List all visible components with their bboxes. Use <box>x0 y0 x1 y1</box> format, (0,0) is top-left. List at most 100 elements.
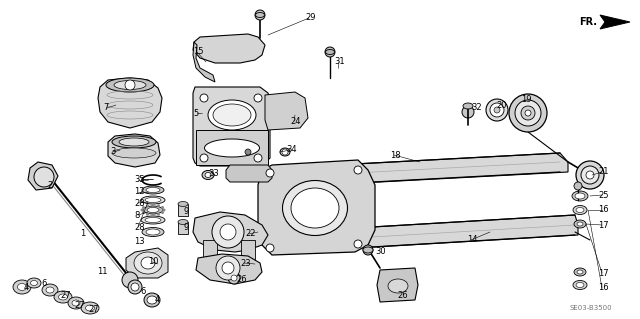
Ellipse shape <box>31 280 38 286</box>
Text: 31: 31 <box>334 57 344 66</box>
Ellipse shape <box>205 139 259 157</box>
Circle shape <box>157 204 160 207</box>
Ellipse shape <box>573 205 587 214</box>
Ellipse shape <box>576 283 584 287</box>
Ellipse shape <box>145 218 161 222</box>
Text: 27: 27 <box>60 291 70 300</box>
Circle shape <box>266 244 274 252</box>
Text: FR.: FR. <box>579 17 597 27</box>
Circle shape <box>255 10 265 20</box>
Polygon shape <box>178 222 188 234</box>
Polygon shape <box>226 165 272 182</box>
Text: 32: 32 <box>471 103 482 113</box>
Ellipse shape <box>525 110 531 116</box>
Polygon shape <box>98 78 162 128</box>
Ellipse shape <box>574 268 586 276</box>
Circle shape <box>228 272 240 284</box>
Text: 4: 4 <box>24 283 29 292</box>
Text: SE03-B3500: SE03-B3500 <box>570 305 612 311</box>
Ellipse shape <box>574 220 586 228</box>
Ellipse shape <box>42 284 58 296</box>
Circle shape <box>131 283 139 291</box>
Ellipse shape <box>72 300 80 306</box>
Circle shape <box>282 149 288 155</box>
Text: 13: 13 <box>134 236 145 246</box>
Ellipse shape <box>494 107 500 113</box>
Circle shape <box>142 206 145 209</box>
Text: 18: 18 <box>390 151 401 160</box>
Polygon shape <box>350 215 578 248</box>
Circle shape <box>222 262 234 274</box>
Text: 26: 26 <box>236 275 246 284</box>
Text: 16: 16 <box>598 205 609 214</box>
Ellipse shape <box>146 229 160 235</box>
Circle shape <box>325 47 335 57</box>
Ellipse shape <box>586 171 594 179</box>
Polygon shape <box>377 268 418 302</box>
Ellipse shape <box>282 181 348 235</box>
Text: 17: 17 <box>598 269 609 278</box>
Polygon shape <box>126 248 168 278</box>
Circle shape <box>128 280 142 294</box>
Ellipse shape <box>577 222 583 226</box>
Ellipse shape <box>213 104 251 126</box>
Ellipse shape <box>141 196 165 204</box>
Ellipse shape <box>576 207 584 212</box>
Circle shape <box>462 106 474 118</box>
Ellipse shape <box>144 293 160 307</box>
Ellipse shape <box>577 270 583 274</box>
Text: 27: 27 <box>74 300 84 309</box>
Ellipse shape <box>291 188 339 228</box>
Text: 24: 24 <box>290 116 301 125</box>
Ellipse shape <box>509 94 547 132</box>
Text: 10: 10 <box>148 257 159 266</box>
Text: 23: 23 <box>240 258 251 268</box>
Circle shape <box>254 154 262 162</box>
Polygon shape <box>196 254 262 284</box>
Text: 22: 22 <box>245 229 255 239</box>
Ellipse shape <box>58 294 67 300</box>
Text: 4: 4 <box>155 295 160 305</box>
Ellipse shape <box>114 80 146 90</box>
Text: 5: 5 <box>193 108 198 117</box>
Text: 16: 16 <box>598 284 609 293</box>
Circle shape <box>141 209 143 211</box>
Ellipse shape <box>46 287 54 293</box>
Circle shape <box>34 167 54 187</box>
Ellipse shape <box>280 148 290 156</box>
Circle shape <box>220 224 236 240</box>
Circle shape <box>245 149 251 155</box>
Circle shape <box>157 213 160 216</box>
Ellipse shape <box>515 100 541 126</box>
Polygon shape <box>241 240 255 262</box>
Text: 8: 8 <box>134 211 140 219</box>
Ellipse shape <box>142 227 164 236</box>
Ellipse shape <box>573 280 587 290</box>
Text: 33: 33 <box>208 168 219 177</box>
Text: 25: 25 <box>598 190 609 199</box>
Polygon shape <box>193 34 265 63</box>
Ellipse shape <box>143 206 163 214</box>
Circle shape <box>254 94 262 102</box>
Polygon shape <box>193 212 268 252</box>
Circle shape <box>161 206 164 209</box>
Ellipse shape <box>147 296 157 304</box>
Polygon shape <box>108 134 160 167</box>
Polygon shape <box>196 130 268 165</box>
Text: 26: 26 <box>397 291 408 300</box>
Circle shape <box>142 211 145 214</box>
Text: 29: 29 <box>305 13 316 23</box>
Text: 3: 3 <box>110 147 115 157</box>
Ellipse shape <box>54 291 72 303</box>
Text: 34: 34 <box>286 145 296 154</box>
Ellipse shape <box>205 173 211 177</box>
Ellipse shape <box>119 138 149 146</box>
Text: 28: 28 <box>134 222 145 232</box>
Ellipse shape <box>326 49 335 55</box>
Ellipse shape <box>576 161 604 189</box>
Ellipse shape <box>575 193 585 199</box>
Ellipse shape <box>145 197 161 203</box>
Text: —: — <box>143 174 154 184</box>
Ellipse shape <box>81 302 99 314</box>
Circle shape <box>122 272 138 288</box>
